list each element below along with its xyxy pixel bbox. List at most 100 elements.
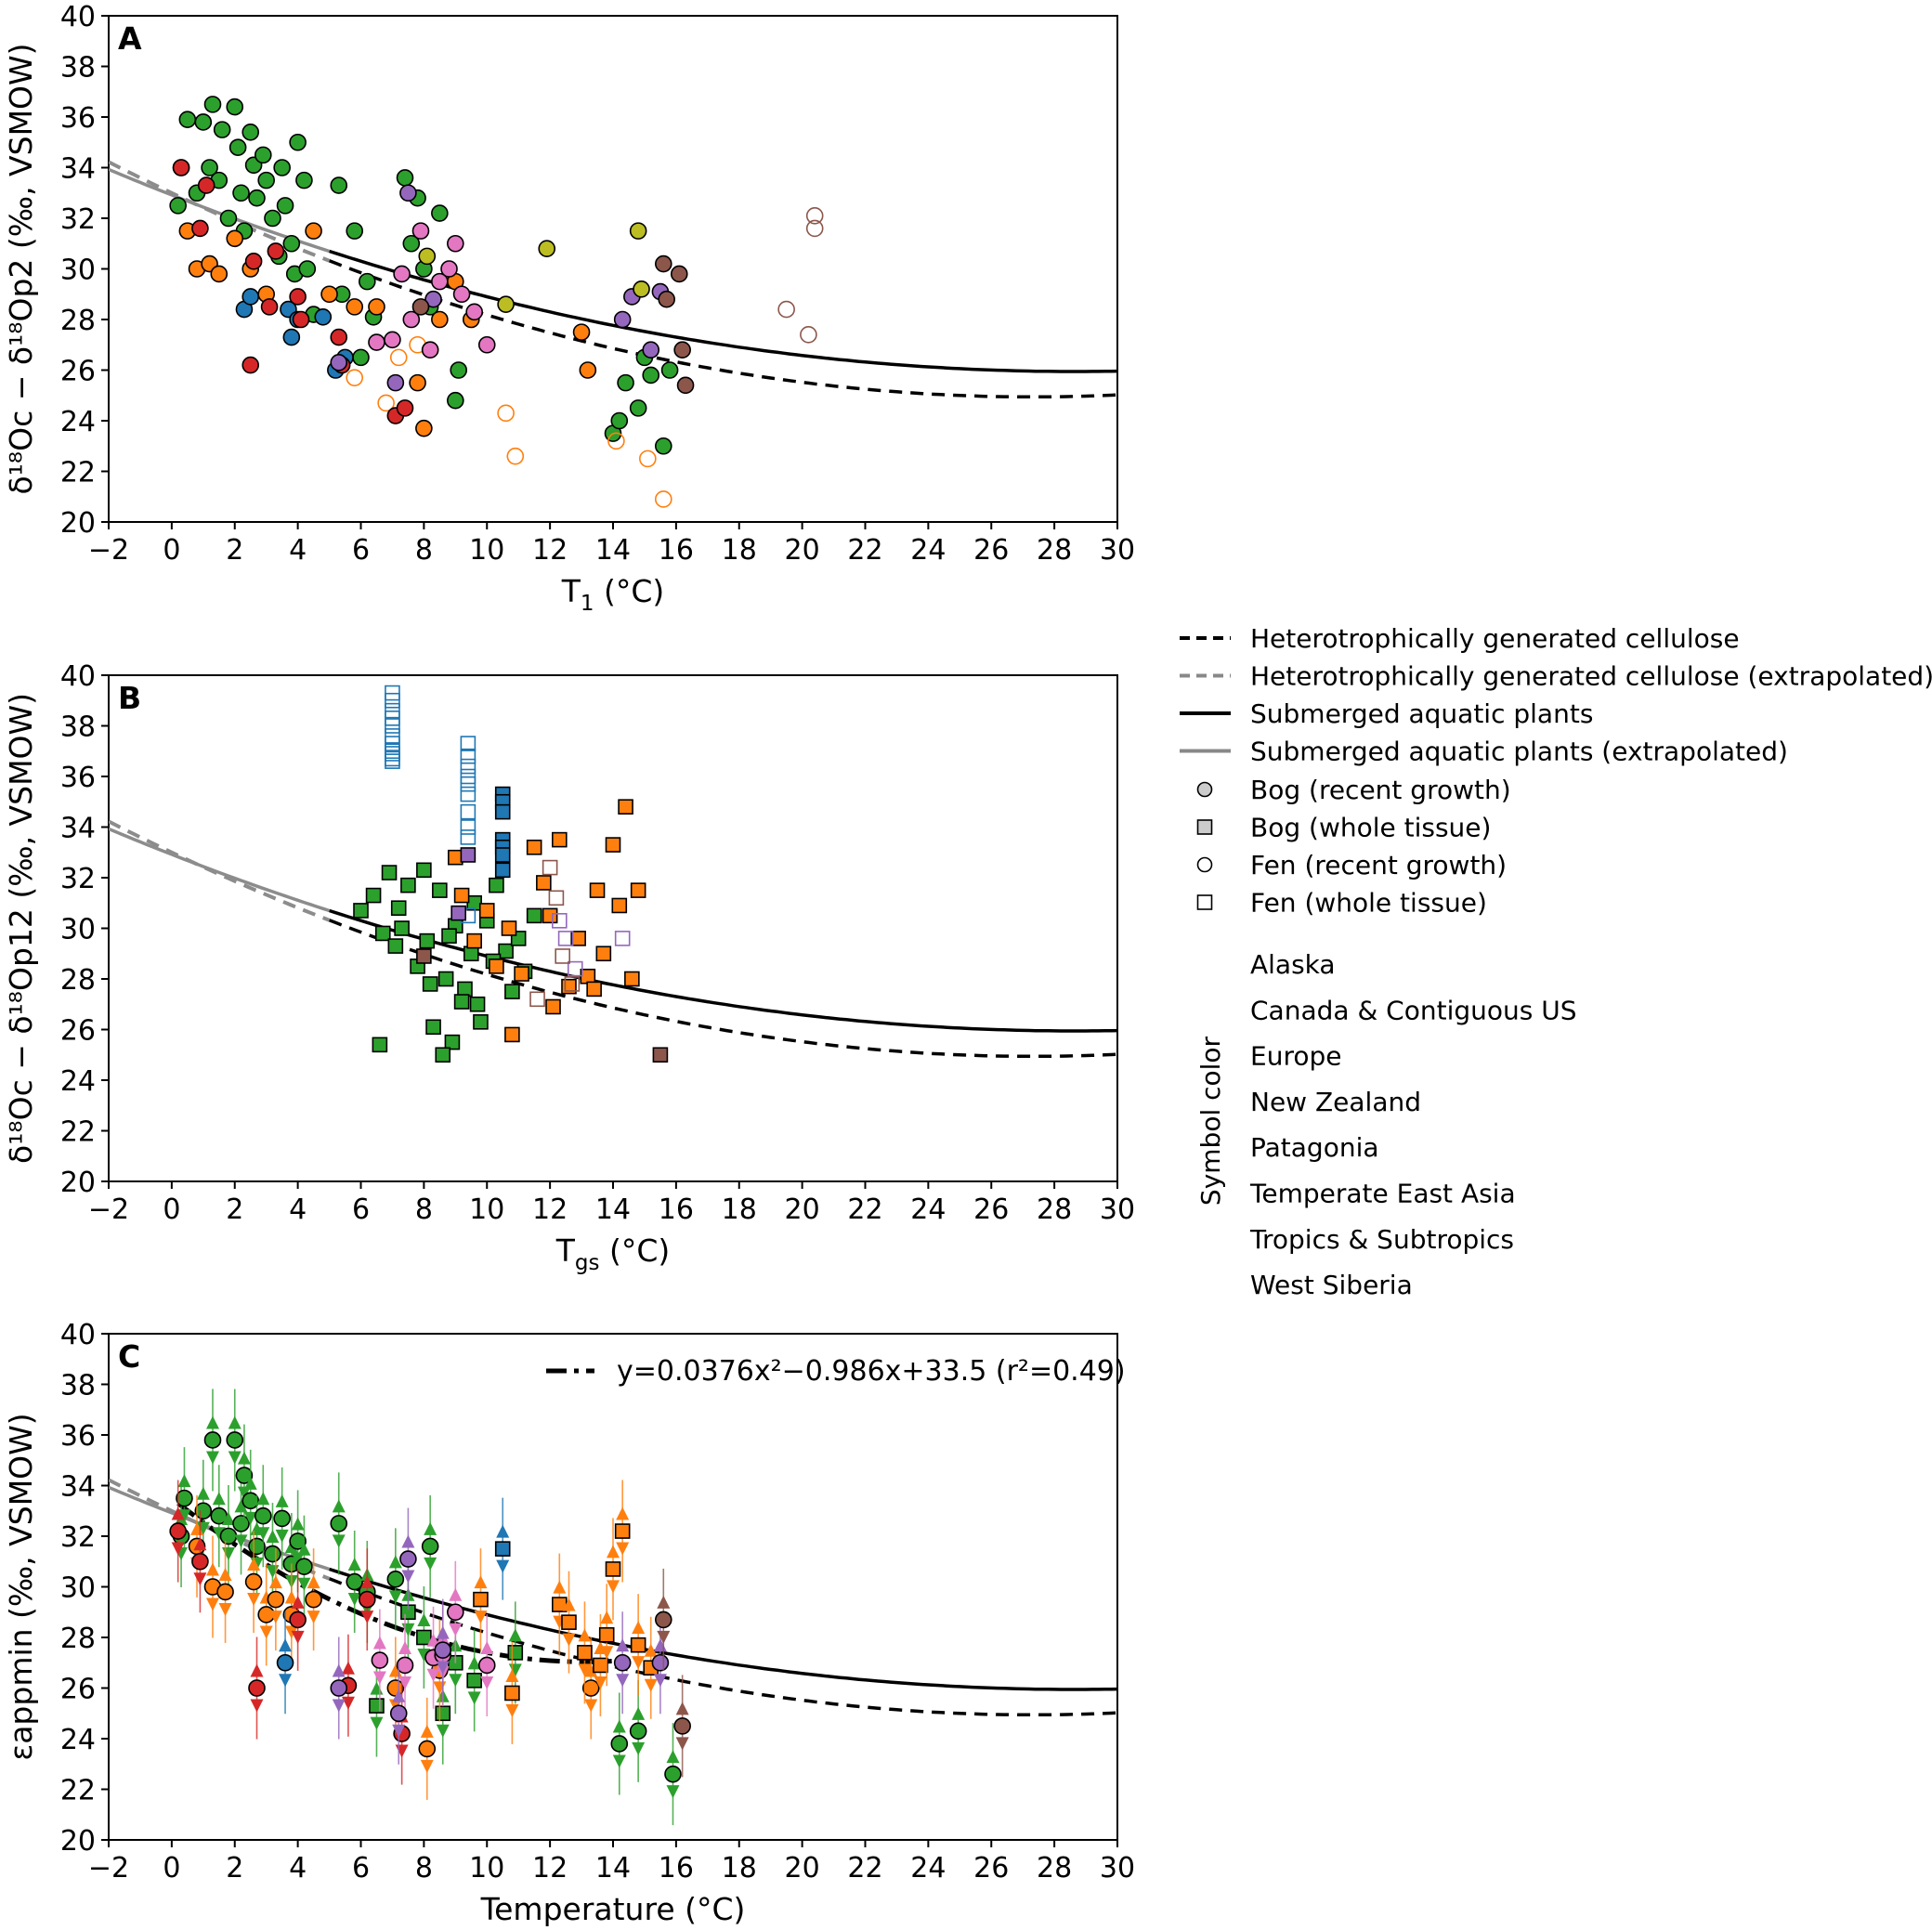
data-point-circle [447,391,464,410]
data-point-open-square [552,913,568,929]
upper-limit-marker [474,1575,488,1589]
lower-limit-marker [436,1661,450,1675]
data-point-circle [219,209,238,228]
data-point-circle [409,373,426,392]
data-point-square [466,1673,482,1689]
upper-limit-marker [562,1597,576,1611]
data-point-circle [248,1537,266,1556]
data-point-circle [673,1717,691,1735]
lower-limit-marker [395,1744,409,1758]
lower-limit-marker [243,1511,257,1525]
data-point-circle [389,1704,408,1723]
data-point-circle [629,1722,647,1741]
upper-limit-marker [237,1451,251,1465]
x-tick-label: 16 [659,1852,694,1884]
x-axis-label-unit: (°C) [594,573,665,609]
y-tick-label: 36 [60,1420,96,1453]
upper-limit-marker [196,1486,210,1500]
legend-line-label: Heterotrophically generated cellulose (e… [1250,661,1932,692]
upper-limit-marker [553,1580,567,1594]
data-point-circle [431,204,449,222]
x-tick-label: −2 [88,1193,129,1226]
upper-limit-marker [193,1537,207,1551]
data-point-circle [242,124,260,141]
data-point-square [507,1645,524,1661]
data-points [169,96,824,508]
data-point-square [416,1629,432,1646]
heterotrophic-extrapolated-curve [109,819,331,922]
data-point-circle [289,1611,307,1629]
data-point-square [478,903,495,919]
data-point-square [469,996,486,1012]
data-point-circle [396,399,414,417]
data-point-square [630,1637,646,1653]
data-point-circle [248,189,266,207]
data-point-square [369,1698,385,1714]
data-point-circle [330,328,348,346]
x-tick-label: 20 [785,1852,820,1884]
upper-limit-marker [420,1724,434,1738]
lower-limit-marker [607,1580,620,1594]
lower-limit-marker [221,1547,235,1560]
data-point-circle [232,184,250,202]
data-point-open-square [460,803,476,820]
y-tick-label: 24 [60,1065,96,1098]
data-point-circle [664,1765,682,1783]
y-tick-label: 20 [60,1825,96,1858]
data-point-circle [320,285,338,304]
data-point-circle [386,373,405,392]
data-point-circle [248,1679,266,1697]
x-tick-label: 26 [973,534,1009,567]
data-point-square [611,897,628,914]
data-point-circle [465,303,483,321]
lower-limit-marker [275,1529,289,1543]
lower-limit-marker [291,1630,305,1644]
data-point-circle [579,361,597,379]
data-point-square [444,1034,461,1050]
lower-limit-marker [205,1597,219,1611]
lower-limit-marker [332,1534,346,1548]
data-point-square [460,847,476,863]
upper-limit-marker [666,1750,680,1764]
x-tick-label: 28 [1037,534,1072,567]
x-axis-label-main: T [555,1232,576,1269]
data-point-square [435,1047,451,1063]
panel-letter: B [118,680,141,716]
data-point-circle [314,307,333,326]
upper-limit-marker [212,1492,226,1506]
x-tick-label: 28 [1037,1852,1072,1884]
data-point-square [514,966,529,982]
data-point-square [595,945,612,962]
lower-limit-marker [616,1542,630,1556]
x-tick-label: 26 [973,1852,1009,1884]
data-point-circle [267,1590,285,1609]
data-point-circle [176,1489,193,1507]
x-tick-label: 4 [289,1852,307,1884]
upper-limit-marker [388,1555,402,1569]
lower-limit-marker [398,1676,412,1689]
data-point-circle [264,1545,281,1563]
upper-limit-marker [508,1628,522,1642]
lower-limit-marker [388,1590,402,1604]
data-point-square [463,945,479,962]
data-point-open-square [614,931,631,946]
symbol-color-title: Symbol color [1195,1036,1226,1206]
data-point-circle [421,1537,439,1556]
data-point-square [504,984,520,999]
lower-limit-marker [372,1671,386,1685]
upper-limit-marker [247,1558,261,1571]
x-tick-label: 24 [910,534,946,567]
lower-limit-marker [600,1646,614,1660]
lower-limit-marker [237,1486,251,1500]
lower-limit-marker [480,1676,494,1689]
legend-region-label: Tropics & Subtropics [1249,1224,1514,1255]
y-tick-label: 24 [60,406,96,438]
x-tick-label: 16 [659,1193,694,1226]
regression-label: y=0.0376x²−0.986x+33.5 (r²=0.49) [617,1355,1126,1388]
data-point-circle [440,260,458,278]
data-point-square [381,865,398,880]
upper-limit-marker [205,1562,219,1576]
data-point-circle [386,1679,405,1697]
lower-limit-marker [228,1451,242,1465]
regression-curve [176,1501,626,1664]
